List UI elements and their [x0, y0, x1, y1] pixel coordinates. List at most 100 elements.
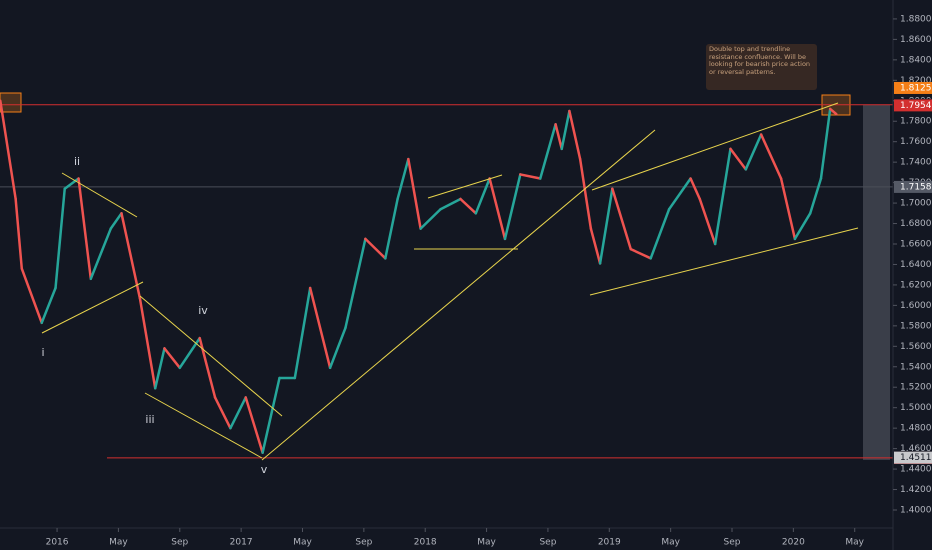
price-segment — [384, 197, 399, 260]
y-tick-label: 1.82000 — [900, 76, 932, 86]
y-tick-label: 1.70000 — [900, 199, 932, 209]
trendline — [589, 227, 859, 296]
price-segment — [89, 227, 113, 281]
price-segment — [439, 197, 462, 211]
price-segment — [213, 396, 232, 430]
price-segment — [578, 157, 593, 230]
price-segment — [54, 187, 66, 290]
note-box — [706, 44, 817, 90]
wave-label: i — [41, 346, 44, 359]
range-highlight — [863, 105, 890, 460]
trendline — [427, 174, 503, 199]
price-segment — [293, 286, 312, 380]
price-tag-label: 1.71580 — [900, 182, 932, 192]
price-segment — [474, 177, 491, 215]
price-segment — [629, 247, 652, 260]
price-segment — [163, 347, 182, 370]
price-segment — [308, 286, 332, 370]
y-tick-label: 1.62000 — [900, 280, 932, 290]
price-segment — [153, 347, 166, 390]
price-tag-label: 1.79549 — [900, 101, 932, 111]
price-segment — [503, 173, 522, 241]
x-tick-label: Sep — [171, 538, 188, 548]
price-segment — [40, 286, 57, 325]
price-segment — [419, 207, 442, 230]
x-tick-label: Sep — [539, 538, 556, 548]
y-tick-label: 1.66000 — [900, 239, 932, 249]
y-tick-label: 1.40000 — [900, 505, 932, 515]
x-tick-label: May — [477, 538, 496, 548]
price-segment — [364, 237, 387, 260]
x-tick-label: 2019 — [598, 538, 621, 548]
price-segment — [244, 396, 264, 454]
price-tag — [894, 99, 932, 112]
price-tag — [894, 81, 932, 94]
x-tick-label: 2018 — [414, 538, 437, 548]
price-segment — [598, 187, 614, 265]
price-segment — [793, 212, 812, 241]
wave-label: iv — [198, 304, 208, 317]
price-segment — [63, 177, 80, 191]
y-tick-label: 1.50000 — [900, 403, 932, 413]
y-tick-label: 1.74000 — [900, 158, 932, 168]
x-tick-label: 2017 — [230, 538, 253, 548]
price-segment — [396, 157, 410, 201]
y-tick-label: 1.54000 — [900, 362, 932, 372]
price-segment — [229, 396, 247, 430]
price-segment — [539, 123, 557, 180]
price-segment — [698, 197, 717, 246]
trendline — [61, 172, 138, 218]
y-tick-label: 1.84000 — [900, 55, 932, 65]
x-tick-label: 2016 — [46, 538, 69, 548]
price-segment — [689, 177, 702, 201]
price-segment — [713, 147, 732, 246]
note: Double top and trendline resistance conf… — [709, 46, 811, 76]
price-segment — [261, 376, 281, 454]
zone-box — [0, 92, 22, 113]
price-segment — [328, 326, 347, 370]
x-tick-label: May — [661, 538, 680, 548]
price-segment — [649, 207, 671, 260]
x-tick-label: 2020 — [782, 538, 805, 548]
price-segment — [779, 177, 797, 241]
price-tag-label: 1.45118 — [900, 453, 932, 463]
price-segment — [14, 197, 24, 270]
price-tag — [894, 451, 932, 464]
price-segment — [759, 133, 783, 180]
note-text: Double top and trendline resistance conf… — [709, 46, 811, 76]
price-segment — [589, 227, 602, 265]
wave-label: ii — [74, 155, 80, 168]
price-segment — [568, 109, 582, 161]
price-segment — [138, 296, 157, 390]
trendline — [261, 129, 656, 461]
x-tick-label: Sep — [724, 538, 741, 548]
trendline — [41, 281, 144, 334]
price-segment — [20, 267, 43, 325]
price-segment — [611, 187, 633, 251]
y-tick-label: 1.86000 — [900, 35, 932, 45]
y-tick-label: 1.68000 — [900, 219, 932, 229]
price-segment — [819, 107, 832, 180]
y-tick-label: 1.64000 — [900, 260, 932, 270]
price-tag — [894, 180, 932, 193]
price-segment — [77, 177, 93, 281]
y-tick-label: 1.78000 — [900, 117, 932, 127]
y-tick-label: 1.46000 — [900, 444, 932, 454]
price-segment — [744, 133, 763, 171]
trendlines — [41, 102, 859, 461]
price-segment — [828, 107, 838, 116]
y-tick-label: 1.58000 — [900, 321, 932, 331]
price-segment — [407, 157, 422, 230]
y-tick-label: 1.52000 — [900, 383, 932, 393]
price-segment — [0, 99, 17, 201]
y-tick-label: 1.56000 — [900, 342, 932, 352]
trendline — [139, 295, 283, 417]
y-tick-label: 1.60000 — [900, 301, 932, 311]
price-segment — [344, 237, 367, 330]
price-segment — [488, 177, 507, 241]
price-segment — [560, 109, 571, 151]
price-segment — [109, 212, 123, 230]
trendline — [144, 392, 263, 459]
wave-label: v — [261, 463, 268, 476]
